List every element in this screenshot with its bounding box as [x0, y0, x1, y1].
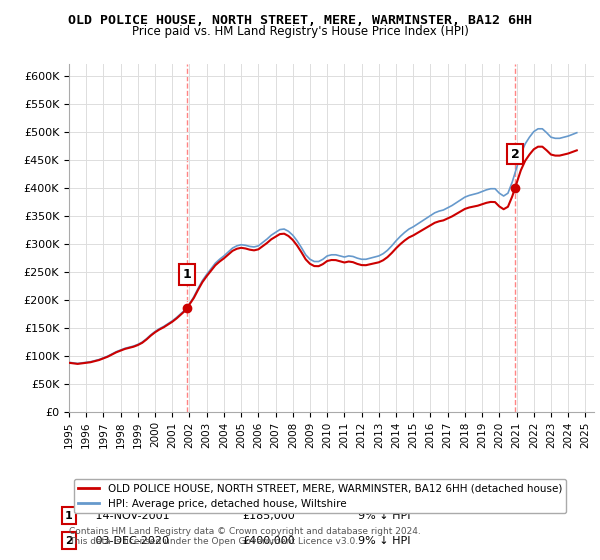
Text: Price paid vs. HM Land Registry's House Price Index (HPI): Price paid vs. HM Land Registry's House … — [131, 25, 469, 38]
Text: 14-NOV-2001: 14-NOV-2001 — [85, 511, 169, 521]
Text: 03-DEC-2020: 03-DEC-2020 — [85, 536, 169, 546]
Text: 1: 1 — [65, 511, 73, 521]
Legend: OLD POLICE HOUSE, NORTH STREET, MERE, WARMINSTER, BA12 6HH (detached house), HPI: OLD POLICE HOUSE, NORTH STREET, MERE, WA… — [74, 479, 566, 513]
Text: £400,000: £400,000 — [242, 536, 295, 546]
Text: 2: 2 — [65, 536, 73, 546]
Text: 2: 2 — [511, 147, 520, 161]
Text: Contains HM Land Registry data © Crown copyright and database right 2024.
This d: Contains HM Land Registry data © Crown c… — [69, 526, 421, 546]
Text: OLD POLICE HOUSE, NORTH STREET, MERE, WARMINSTER, BA12 6HH: OLD POLICE HOUSE, NORTH STREET, MERE, WA… — [68, 14, 532, 27]
Text: £185,000: £185,000 — [242, 511, 295, 521]
Text: 1: 1 — [183, 268, 191, 281]
Text: 9% ↓ HPI: 9% ↓ HPI — [358, 511, 410, 521]
Text: 9% ↓ HPI: 9% ↓ HPI — [358, 536, 410, 546]
